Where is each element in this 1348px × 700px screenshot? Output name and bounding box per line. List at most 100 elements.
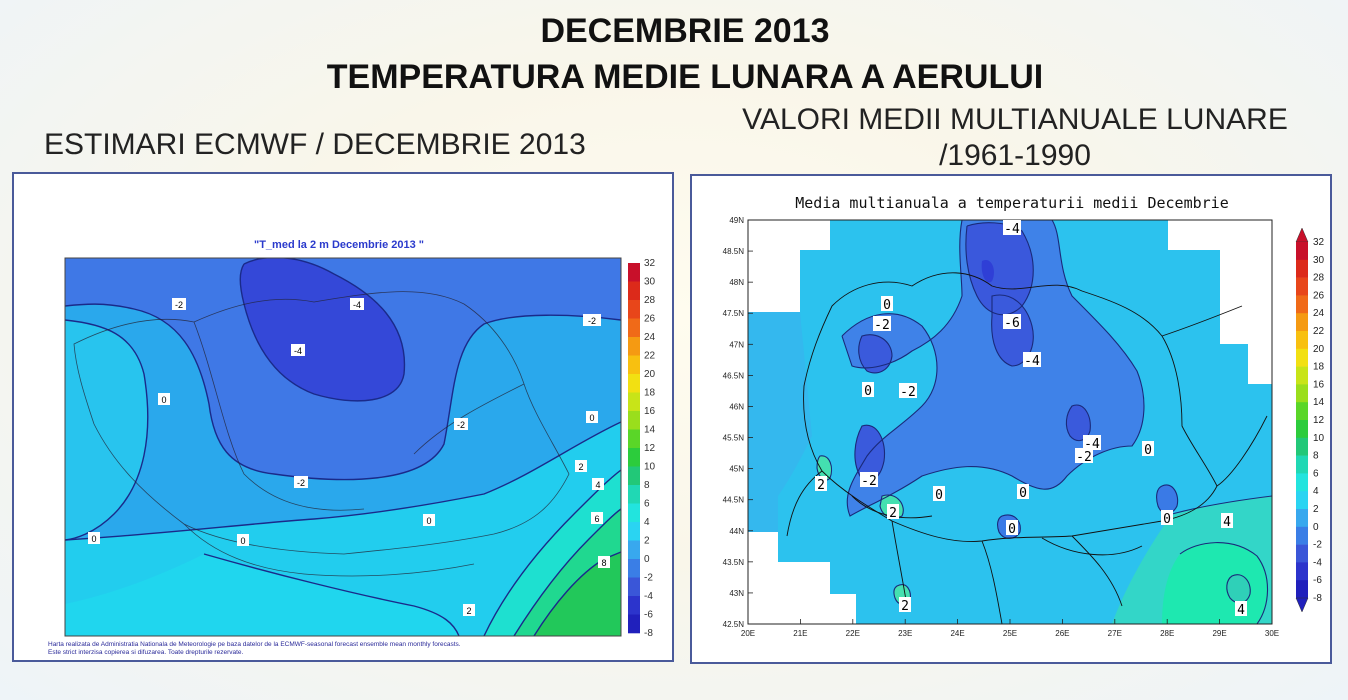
left-map-field — [65, 258, 621, 636]
left-scale-label: -2 — [644, 573, 653, 584]
left-scale-label: 28 — [644, 295, 656, 306]
left-scale-swatch — [628, 300, 640, 319]
right-contour-label: -6 — [1004, 316, 1020, 331]
right-map-heading: VALORI MEDII MULTIANUALE LUNARE /1961-19… — [690, 102, 1340, 174]
left-scale-swatch — [628, 559, 640, 578]
right-scale-label: 8 — [1313, 451, 1319, 462]
right-scale-label: 6 — [1313, 468, 1319, 479]
left-map-footer-line1: Harta realizata de Administratia Nationa… — [48, 641, 461, 648]
right-scale-swatch — [1296, 437, 1308, 456]
left-map-footer-line2: Este strict interzisa copierea si difuza… — [48, 649, 244, 656]
longitude-label: 30E — [1265, 629, 1279, 638]
left-contour-label: 0 — [240, 536, 245, 546]
ecmwf-forecast-map-panel: "T_med la 2 m Decembrie 2013 " — [12, 172, 674, 662]
right-contour-label: 0 — [864, 384, 872, 399]
right-contour-label: -2 — [1076, 450, 1092, 465]
right-contour-label: 0 — [1163, 512, 1171, 527]
right-scale-arrow-bottom — [1295, 597, 1309, 613]
left-contour-label: -2 — [588, 316, 596, 326]
right-scale-label: 2 — [1313, 504, 1319, 515]
right-scale-swatch — [1296, 348, 1308, 367]
left-contour-label: 2 — [578, 462, 583, 472]
longitude-label: 27E — [1108, 629, 1122, 638]
right-scale-swatch — [1296, 473, 1308, 492]
left-map-heading: ESTIMARI ECMWF / DECEMBRIE 2013 — [44, 128, 586, 161]
left-scale-swatch — [628, 374, 640, 393]
left-scale-label: 10 — [644, 462, 656, 473]
right-contour-label: -4 — [1004, 222, 1020, 237]
right-map-title: Media multianuala a temperaturii medii D… — [795, 194, 1228, 212]
longitude-label: 29E — [1212, 629, 1226, 638]
longitude-label: 23E — [898, 629, 912, 638]
right-contour-label: 2 — [889, 506, 897, 521]
left-scale-swatch — [628, 318, 640, 338]
left-scale-label: 24 — [644, 332, 656, 343]
left-scale-label: 4 — [644, 517, 650, 528]
left-contour-label: 6 — [594, 514, 599, 524]
left-contour-label: 0 — [426, 516, 431, 526]
left-contour-label: 2 — [466, 606, 471, 616]
latitude-label: 43.5N — [723, 558, 745, 567]
left-scale-swatch — [628, 429, 640, 449]
left-scale-label: 2 — [644, 536, 650, 547]
main-title: DECEMBRIE 2013 — [540, 12, 830, 50]
left-scale-swatch — [628, 577, 640, 597]
left-scale-label: 32 — [644, 258, 656, 269]
right-scale-arrow-top — [1295, 227, 1309, 243]
left-scale-swatch — [628, 596, 640, 615]
left-scale-label: 30 — [644, 277, 656, 288]
left-scale-label: -6 — [644, 610, 653, 621]
latitude-label: 45.5N — [723, 434, 745, 443]
left-scale-label: 14 — [644, 425, 656, 436]
right-scale-label: 0 — [1313, 522, 1319, 533]
right-contour-label: 4 — [1223, 515, 1231, 530]
left-scale-swatch — [628, 337, 640, 356]
right-scale-swatch — [1296, 455, 1308, 474]
left-scale-label: 18 — [644, 388, 656, 399]
latitude-label: 48.5N — [723, 247, 745, 256]
right-scale-label: -4 — [1313, 557, 1322, 568]
right-contour-label: 0 — [1144, 443, 1152, 458]
left-scale-swatch — [628, 503, 640, 523]
left-contour-label: -4 — [294, 346, 302, 356]
right-scale-swatch — [1296, 544, 1308, 563]
left-contour-label: 0 — [161, 395, 166, 405]
right-scale-label: -8 — [1313, 593, 1322, 604]
right-scale-label: 28 — [1313, 273, 1325, 284]
latitude-label: 46N — [729, 402, 744, 411]
left-scale-label: 12 — [644, 443, 656, 454]
right-scale-label: 22 — [1313, 326, 1325, 337]
right-scale-label: 18 — [1313, 362, 1325, 373]
left-scale-swatch — [628, 522, 640, 541]
right-map-heading-line2: /1961-1990 — [939, 139, 1091, 172]
multiannual-mean-map-panel: Media multianuala a temperaturii medii D… — [690, 174, 1332, 664]
right-contour-label: -4 — [1024, 354, 1040, 369]
left-scale-swatch — [628, 355, 640, 375]
right-scale-label: 4 — [1313, 486, 1319, 497]
right-contour-label: -2 — [874, 318, 890, 333]
right-scale-swatch — [1296, 331, 1308, 350]
right-scale-swatch — [1296, 384, 1308, 403]
left-scale-label: 0 — [644, 554, 650, 565]
longitude-label: 21E — [793, 629, 807, 638]
left-scale-label: 20 — [644, 369, 656, 380]
right-scale-swatch — [1296, 562, 1308, 581]
right-contour-label: -2 — [861, 474, 877, 489]
left-contour-label: -2 — [297, 478, 305, 488]
longitude-axis: 20E 21E 22E 23E 24E 25E 26E 27E 28E 29E 30E — [741, 619, 1279, 638]
right-scale-swatch — [1296, 313, 1308, 332]
right-contour-label: 0 — [1019, 486, 1027, 501]
left-scale-label: 26 — [644, 314, 656, 325]
left-scale-label: -4 — [644, 591, 653, 602]
right-scale-label: 20 — [1313, 344, 1325, 355]
main-subtitle: TEMPERATURA MEDIE LUNARA A AERULUI — [326, 58, 1044, 96]
right-contour-label: -2 — [900, 385, 916, 400]
right-contour-label: 0 — [935, 488, 943, 503]
right-map-heading-line1: VALORI MEDII MULTIANUALE LUNARE — [742, 103, 1288, 136]
right-scale-swatch — [1296, 242, 1308, 261]
latitude-label: 44N — [729, 527, 744, 536]
latitude-label: 42.5N — [723, 620, 745, 629]
left-scale-swatch — [628, 411, 640, 430]
